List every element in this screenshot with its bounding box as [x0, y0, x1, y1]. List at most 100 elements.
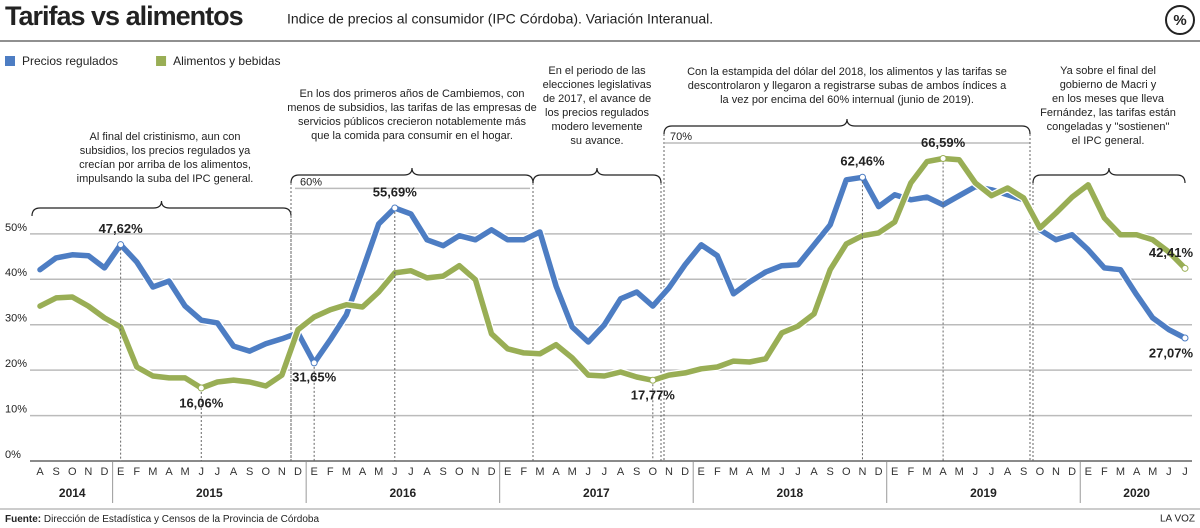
- annotation: congeladas y "sostienen": [1047, 121, 1170, 133]
- x-tick-label: A: [230, 466, 238, 478]
- x-tick-label: S: [439, 466, 446, 478]
- x-tick-label: A: [36, 466, 44, 478]
- labeled-point: [391, 204, 399, 212]
- year-label: 2015: [196, 486, 223, 500]
- labeled-point: [1181, 264, 1189, 272]
- annotation-brace: [290, 167, 534, 184]
- x-tick-label: J: [408, 466, 414, 478]
- x-tick-label: D: [101, 466, 109, 478]
- x-tick-label: M: [729, 466, 738, 478]
- x-tick-label: M: [374, 466, 383, 478]
- x-tick-label: M: [1148, 466, 1157, 478]
- x-tick-label: E: [698, 466, 705, 478]
- x-tick-label: N: [665, 466, 673, 478]
- x-tick-label: M: [342, 466, 351, 478]
- annotation: crecían por arriba de los alimentos,: [79, 159, 251, 171]
- x-tick-label: D: [294, 466, 302, 478]
- legend-label: Alimentos y bebidas: [173, 54, 280, 68]
- annotation: el IPC general.: [1072, 135, 1145, 147]
- x-tick-label: D: [488, 466, 496, 478]
- y-tick-label: 50%: [5, 222, 27, 234]
- labeled-point: [197, 384, 205, 392]
- unit-icon: %: [1173, 12, 1186, 29]
- annotation: descontrolaron y llegaron a registrarse …: [688, 80, 1007, 92]
- data-label: 66,59%: [921, 135, 966, 150]
- x-tick-label: F: [520, 466, 527, 478]
- annotation: subsidios, los precios regulados ya: [80, 145, 251, 157]
- x-tick-label: J: [795, 466, 801, 478]
- year-label: 2018: [777, 486, 804, 500]
- annotation-brace: [532, 167, 662, 184]
- y-tick-label: 0%: [5, 449, 21, 461]
- x-tick-label: E: [310, 466, 317, 478]
- x-tick-label: M: [148, 466, 157, 478]
- x-tick-label: E: [1085, 466, 1092, 478]
- x-tick-label: O: [1036, 466, 1045, 478]
- x-tick-label: J: [602, 466, 608, 478]
- x-tick-label: J: [1166, 466, 1172, 478]
- x-tick-label: S: [633, 466, 640, 478]
- annotation: En el periodo de las: [548, 65, 646, 77]
- annotation: impulsando la suba del IPC general.: [77, 173, 254, 185]
- x-tick-label: E: [504, 466, 511, 478]
- data-label: 27,07%: [1149, 345, 1194, 360]
- annotation: en los meses que lleva: [1052, 93, 1165, 105]
- chart-title: Tarifas vs alimentos: [5, 1, 243, 31]
- y-tick-label: 40%: [5, 267, 27, 279]
- unit-icon-circle: [1165, 5, 1195, 35]
- annotation: que la comida para consumir en el hogar.: [311, 130, 513, 142]
- x-tick-label: D: [875, 466, 883, 478]
- data-label: 62,46%: [840, 154, 885, 169]
- x-tick-label: N: [858, 466, 866, 478]
- x-tick-label: A: [810, 466, 818, 478]
- annotation: elecciones legislativas: [543, 79, 652, 91]
- year-label: 2016: [390, 486, 417, 500]
- annotation: modero levemente: [551, 121, 642, 133]
- series-outline: [37, 173, 1187, 367]
- x-tick-label: E: [117, 466, 124, 478]
- x-tick-label: O: [261, 466, 270, 478]
- annotation: de 2017, el avance de: [543, 93, 651, 105]
- x-tick-label: D: [1068, 466, 1076, 478]
- data-label: 42,41%: [1149, 245, 1194, 260]
- labeled-point: [1181, 334, 1189, 342]
- x-tick-label: S: [246, 466, 253, 478]
- x-tick-label: F: [133, 466, 140, 478]
- year-label: 2014: [59, 486, 86, 500]
- x-tick-label: A: [552, 466, 560, 478]
- annotation: Ya sobre el final del: [1060, 65, 1156, 77]
- x-tick-label: J: [1182, 466, 1188, 478]
- source-label: Fuente:: [5, 514, 41, 525]
- y-tick-label: 60%: [300, 176, 322, 188]
- series-line: [37, 174, 1188, 366]
- y-tick-label: 30%: [5, 313, 27, 325]
- annotation-brace: [1032, 167, 1186, 184]
- y-tick-label: 20%: [5, 358, 27, 370]
- data-label: 31,65%: [292, 369, 337, 384]
- x-tick-label: D: [681, 466, 689, 478]
- annotation: servicios públicos crecieron notablement…: [298, 116, 527, 128]
- x-tick-label: J: [215, 466, 221, 478]
- x-tick-label: O: [68, 466, 77, 478]
- series-line: [37, 155, 1188, 391]
- x-tick-label: J: [392, 466, 398, 478]
- source: Fuente: Dirección de Estadística y Censo…: [5, 514, 319, 525]
- data-label: 47,62%: [99, 221, 144, 236]
- annotation: En los dos primeros años de Cambiemos, c…: [300, 88, 525, 100]
- labeled-point: [939, 154, 947, 162]
- x-tick-label: J: [586, 466, 592, 478]
- x-tick-label: S: [827, 466, 834, 478]
- x-tick-label: M: [568, 466, 577, 478]
- x-tick-label: M: [1116, 466, 1125, 478]
- x-tick-label: M: [535, 466, 544, 478]
- year-label: 2020: [1123, 486, 1150, 500]
- x-tick-label: F: [907, 466, 914, 478]
- year-label: 2017: [583, 486, 610, 500]
- legend-swatch: [156, 56, 167, 66]
- x-tick-label: J: [973, 466, 979, 478]
- year-label: 2019: [970, 486, 997, 500]
- x-tick-label: A: [1004, 466, 1012, 478]
- chart-subtitle: Indice de precios al consumidor (IPC Cór…: [287, 11, 713, 27]
- x-tick-label: J: [989, 466, 995, 478]
- annotation: gobierno de Macri y: [1060, 79, 1157, 91]
